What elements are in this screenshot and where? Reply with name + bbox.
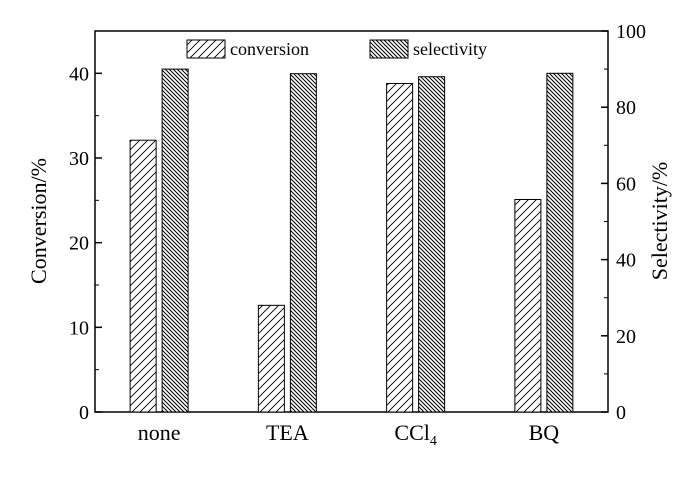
left-tick-label: 0 <box>79 402 89 424</box>
bar-conversion <box>129 139 157 413</box>
legend-swatch-selectivity <box>369 39 409 59</box>
category-label: none <box>138 420 181 445</box>
left-tick-label: 40 <box>69 63 89 85</box>
left-tick-label: 10 <box>69 317 89 339</box>
bar-conversion <box>257 304 285 413</box>
bar-conversion <box>386 82 414 413</box>
category-label: TEA <box>266 420 309 445</box>
left-axis-title: Conversion/% <box>26 158 51 284</box>
category-label: BQ <box>529 420 560 445</box>
left-tick-label: 20 <box>69 233 89 255</box>
category-subscript: 4 <box>430 434 437 449</box>
legend: conversion selectivity <box>186 39 487 59</box>
category-label: CCl4 <box>394 420 436 449</box>
bars <box>129 68 574 413</box>
bar-selectivity <box>546 72 574 413</box>
legend-swatch-conversion <box>186 39 226 59</box>
left-tick-label: 30 <box>69 148 89 170</box>
right-tick-label: 60 <box>616 173 636 195</box>
bar-selectivity <box>418 76 446 413</box>
legend-label-conversion: conversion <box>230 39 309 59</box>
bar-selectivity <box>161 68 189 413</box>
legend-label-selectivity: selectivity <box>413 39 487 59</box>
right-tick-label: 20 <box>616 326 636 348</box>
right-tick-label: 100 <box>616 21 646 43</box>
bar-conversion <box>514 198 542 413</box>
right-tick-label: 80 <box>616 97 636 119</box>
right-axis-title: Selectivity/% <box>647 162 672 281</box>
right-y-axis: 0 20 40 60 80 100 <box>601 21 646 424</box>
bar-selectivity <box>289 73 317 413</box>
category-labels: none TEA CCl4 BQ <box>138 420 560 449</box>
left-y-axis: 0 10 20 30 40 <box>69 63 102 424</box>
right-tick-label: 40 <box>616 250 636 272</box>
right-tick-label: 0 <box>616 402 626 424</box>
